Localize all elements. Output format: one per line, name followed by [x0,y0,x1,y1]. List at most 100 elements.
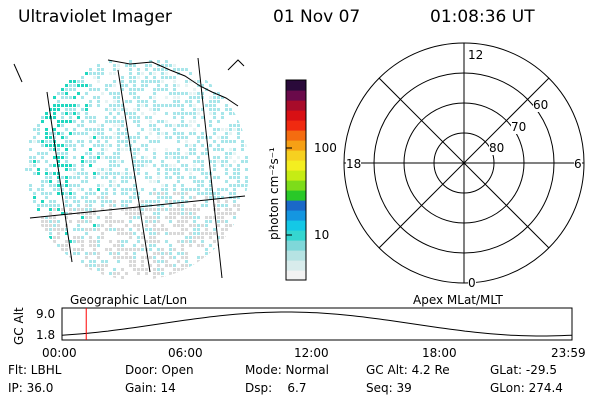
emission-pixel [85,180,88,183]
emission-pixel [125,256,128,259]
emission-pixel [153,256,156,259]
emission-pixel [65,104,68,107]
emission-pixel [129,228,132,231]
emission-pixel [57,152,60,155]
emission-pixel [53,204,56,207]
emission-pixel [145,100,148,103]
emission-pixel [225,152,228,155]
emission-pixel [165,200,168,203]
emission-pixel [65,212,68,215]
emission-pixel [81,172,84,175]
emission-pixel [181,224,184,227]
emission-pixel [161,160,164,163]
emission-pixel [37,204,40,207]
emission-pixel [81,180,84,183]
emission-pixel [209,216,212,219]
colorbar-segment [286,90,306,101]
emission-pixel [189,112,192,115]
emission-pixel [49,140,52,143]
emission-pixel [129,100,132,103]
emission-pixel [53,236,56,239]
emission-pixel [205,188,208,191]
emission-pixel [125,84,128,87]
emission-pixel [73,228,76,231]
emission-pixel [181,68,184,71]
emission-pixel [189,264,192,267]
emission-pixel [129,136,132,139]
emission-pixel [117,108,120,111]
emission-pixel [217,208,220,211]
emission-pixel [109,172,112,175]
emission-pixel [101,128,104,131]
emission-pixel [89,160,92,163]
emission-pixel [101,264,104,267]
emission-pixel [33,136,36,139]
emission-pixel [137,100,140,103]
emission-pixel [117,144,120,147]
emission-pixel [189,152,192,155]
emission-pixel [165,176,168,179]
emission-pixel [145,84,148,87]
emission-pixel [53,148,56,151]
emission-pixel [205,148,208,151]
emission-pixel [57,92,60,95]
emission-pixel [81,108,84,111]
emission-pixel [81,160,84,163]
emission-pixel [197,224,200,227]
emission-pixel [97,244,100,247]
emission-pixel [221,148,224,151]
emission-pixel [85,112,88,115]
emission-pixel [117,160,120,163]
emission-pixel [121,240,124,243]
emission-pixel [165,216,168,219]
emission-pixel [153,140,156,143]
emission-pixel [149,124,152,127]
emission-pixel [245,144,248,147]
emission-pixel [197,244,200,247]
emission-pixel [129,200,132,203]
emission-pixel [61,144,64,147]
emission-pixel [73,208,76,211]
emission-pixel [133,156,136,159]
emission-pixel [237,204,240,207]
emission-pixel [109,108,112,111]
emission-pixel [149,160,152,163]
emission-pixel [65,108,68,111]
emission-pixel [149,240,152,243]
emission-pixel [189,188,192,191]
emission-pixel [65,148,68,151]
emission-pixel [53,240,56,243]
emission-pixel [177,84,180,87]
emission-pixel [161,248,164,251]
emission-pixel [137,88,140,91]
emission-pixel [169,64,172,67]
emission-pixel [205,204,208,207]
emission-pixel [201,136,204,139]
emission-pixel [201,184,204,187]
emission-pixel [193,152,196,155]
emission-pixel [213,96,216,99]
emission-pixel [161,120,164,123]
emission-pixel [141,100,144,103]
emission-pixel [237,124,240,127]
emission-pixel [97,128,100,131]
emission-pixel [129,196,132,199]
emission-pixel [129,60,132,63]
emission-pixel [53,208,56,211]
emission-pixel [61,120,64,123]
emission-pixel [121,132,124,135]
emission-pixel [77,124,80,127]
emission-pixel [153,108,156,111]
emission-pixel [165,84,168,87]
emission-pixel [77,80,80,83]
emission-pixel [169,244,172,247]
emission-pixel [81,140,84,143]
emission-pixel [225,220,228,223]
emission-pixel [169,204,172,207]
emission-pixel [169,256,172,259]
emission-pixel [101,92,104,95]
emission-pixel [93,248,96,251]
emission-pixel [109,248,112,251]
emission-pixel [73,168,76,171]
emission-pixel [197,108,200,111]
